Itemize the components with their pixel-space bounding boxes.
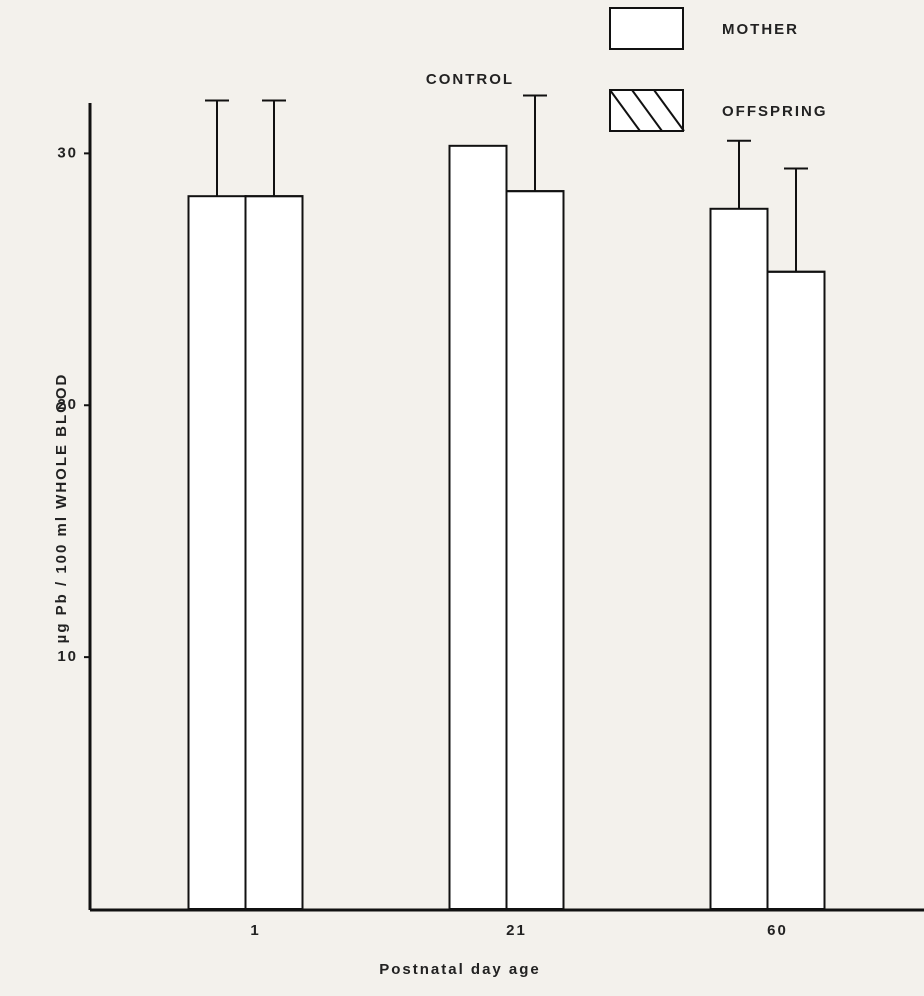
x-axis-label: Postnatal day age (379, 961, 541, 978)
legend-swatch (610, 8, 683, 49)
bar (189, 196, 246, 909)
bar-hatch (507, 191, 564, 909)
bar (450, 146, 507, 909)
x-tick-label: 60 (767, 922, 788, 939)
bar-hatch (768, 272, 825, 909)
chart: CONTROL µg Pb / 100 ml WHOLE BLOOD Postn… (0, 0, 924, 996)
legend-label: OFFSPRING (722, 103, 828, 120)
legend-label: MOTHER (722, 21, 799, 38)
annotation: CONTROL (426, 71, 514, 88)
y-tick-label: 10 (57, 648, 78, 665)
x-tick-label: 21 (506, 922, 527, 939)
bar (711, 209, 768, 909)
y-tick-label: 20 (57, 396, 78, 413)
bar-hatch (246, 196, 303, 909)
x-tick-label: 1 (250, 922, 260, 939)
y-tick-label: 30 (57, 144, 78, 161)
y-axis-label: µg Pb / 100 ml WHOLE BLOOD (53, 373, 70, 644)
